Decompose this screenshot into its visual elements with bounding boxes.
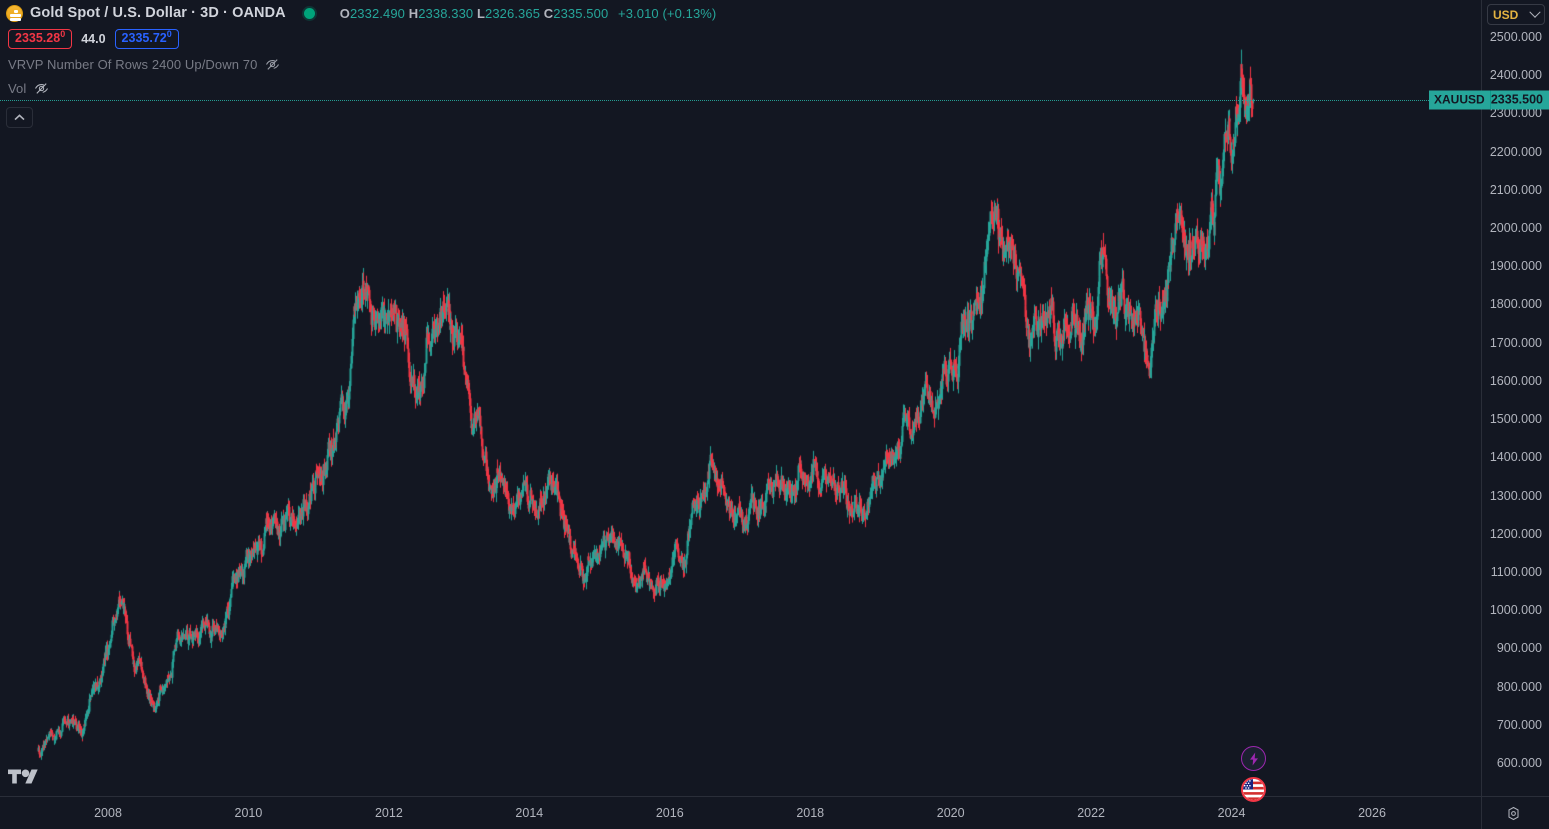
high-label: H: [408, 5, 419, 21]
chevron-down-icon: [1529, 6, 1541, 18]
eye-off-icon[interactable]: [34, 81, 49, 96]
time-axis-tick: 2024: [1217, 806, 1246, 820]
low-label: L: [476, 5, 486, 21]
price-axis-tick: 1000.000: [1489, 603, 1542, 618]
legend-bid-ask-row: 2335.280 44.0 2335.720: [0, 26, 1475, 52]
bid-price-pill[interactable]: 2335.280: [8, 29, 73, 49]
legend-indicator-vrvp[interactable]: VRVP Number Of Rows 2400 Up/Down 70: [0, 52, 1475, 76]
price-axis-tick: 1400.000: [1489, 450, 1542, 465]
price-axis-tick: 2100.000: [1489, 182, 1542, 197]
time-axis-tick: 2020: [936, 806, 965, 820]
time-axis-tick: 2016: [655, 806, 684, 820]
change-value: +3.010 (+0.13%): [618, 5, 717, 21]
spread-value: 44.0: [81, 32, 106, 46]
time-axis-tick: 2026: [1358, 806, 1386, 820]
close-value: 2335.500: [553, 5, 609, 21]
price-axis-tick: 1300.000: [1489, 488, 1542, 503]
price-axis-tick: 700.000: [1496, 717, 1542, 732]
current-symbol-tag[interactable]: XAUUSD: [1429, 90, 1491, 110]
price-axis-tick: 900.000: [1496, 641, 1542, 656]
price-axis-tick: 1200.000: [1489, 526, 1542, 541]
currency-value: USD: [1493, 7, 1519, 22]
price-axis-tick: 1800.000: [1489, 297, 1542, 312]
open-label: O: [339, 5, 350, 21]
legend-symbol-row: Gold Spot / U.S. Dollar · 3D · OANDA O23…: [0, 0, 1475, 26]
current-price-tag[interactable]: 2335.500: [1481, 90, 1549, 110]
price-axis-tick: 2500.000: [1489, 30, 1542, 44]
time-axis[interactable]: 2008 2010 2012 2014 2016 2018 2020 2022 2024 2026: [0, 794, 1549, 829]
price-axis-tick: 600.000: [1496, 756, 1542, 770]
time-axis-tick: 2014: [515, 806, 544, 820]
axis-divider: [1481, 797, 1482, 829]
legend-indicator-vol[interactable]: Vol: [0, 76, 1475, 100]
chart-plot-area[interactable]: [0, 0, 1481, 796]
ask-price-fraction: 0: [166, 29, 172, 40]
ohlc-values: O2332.490 H2338.330 L2326.365 C2335.500 …: [340, 6, 717, 21]
vrvp-indicator-label: VRVP Number Of Rows 2400 Up/Down 70: [8, 56, 258, 72]
time-axis-tick: 2008: [94, 806, 122, 820]
bolt-icon: [1249, 752, 1258, 765]
time-axis-tick: 2022: [1077, 806, 1106, 820]
us-session-badge[interactable]: [1241, 777, 1266, 802]
price-axis-tick: 800.000: [1496, 679, 1542, 694]
price-axis-tick: 2200.000: [1489, 144, 1542, 159]
vol-indicator-label: Vol: [8, 80, 27, 96]
market-open-dot-icon[interactable]: [303, 7, 315, 19]
ask-price-value: 2335.72: [121, 31, 167, 46]
us-flag-icon: [1243, 779, 1264, 800]
price-axis-tick: 1700.000: [1489, 335, 1542, 350]
clock-icon: [1508, 806, 1519, 821]
low-value: 2326.365: [485, 5, 541, 21]
tradingview-logo[interactable]: [8, 762, 44, 791]
gold-bars-icon: [6, 4, 23, 22]
candlestick-canvas[interactable]: [0, 0, 1481, 796]
price-axis[interactable]: 2500.000 2400.000 2300.000 2200.000 2100.000…: [1481, 0, 1549, 796]
timezone-settings-button[interactable]: [1503, 803, 1524, 824]
price-axis-tick: 2400.000: [1489, 68, 1542, 83]
current-price-line: [0, 99, 1481, 101]
time-axis-tick: 2018: [796, 806, 825, 820]
chevron-up-icon: [14, 114, 25, 121]
price-axis-tick: 2300.000: [1489, 106, 1542, 121]
collapse-legend-button[interactable]: [6, 107, 33, 128]
price-axis-tick: 2000.000: [1489, 221, 1542, 236]
open-value: 2332.490: [349, 5, 405, 21]
time-axis-tick: 2010: [234, 806, 263, 820]
price-axis-tick: 1600.000: [1489, 373, 1542, 388]
bid-price-value: 2335.28: [15, 31, 61, 46]
lightning-badge[interactable]: [1241, 746, 1266, 771]
price-axis-tick: 1900.000: [1489, 259, 1542, 274]
currency-selector[interactable]: USD: [1487, 4, 1545, 25]
bid-price-fraction: 0: [60, 29, 66, 40]
price-axis-tick: 1100.000: [1490, 564, 1542, 579]
chart-legend: Gold Spot / U.S. Dollar · 3D · OANDA O23…: [0, 0, 1475, 100]
symbol-title[interactable]: Gold Spot / U.S. Dollar · 3D · OANDA: [30, 5, 286, 21]
ask-price-pill[interactable]: 2335.720: [114, 29, 179, 49]
chart-badges: [1241, 746, 1266, 808]
time-axis-tick: 2012: [374, 806, 403, 820]
eye-off-icon[interactable]: [265, 57, 280, 72]
price-axis-tick: 1500.000: [1489, 412, 1542, 427]
close-label: C: [543, 5, 554, 21]
high-value: 2338.330: [418, 5, 474, 21]
